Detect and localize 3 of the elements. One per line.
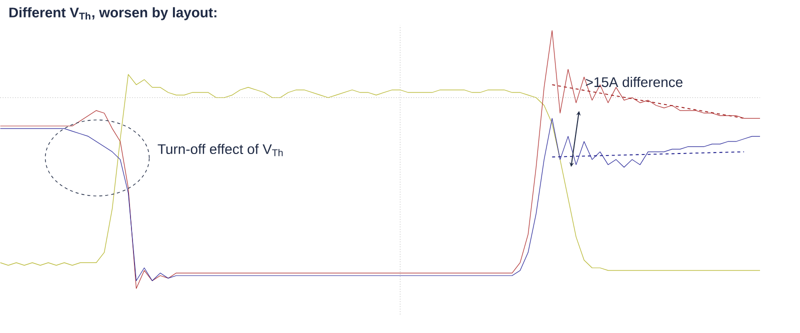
chart-title: Different V$_{Th}$, worsen by layout:	[9, 7, 216, 20]
annotation: >15A difference	[586, 76, 682, 88]
annotation: Turn-off effect of V$_{Th}$	[158, 144, 283, 156]
